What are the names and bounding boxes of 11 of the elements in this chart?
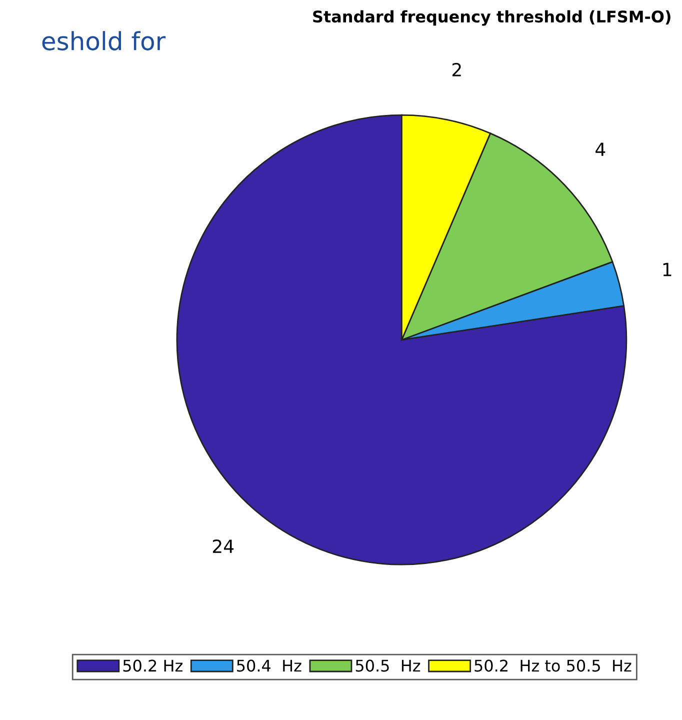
data-label: 1 bbox=[663, 262, 672, 276]
data-label: 2 bbox=[452, 62, 461, 76]
legend-label: 50.2 Hz bbox=[123, 660, 182, 672]
data-label: 4 bbox=[596, 142, 606, 156]
data-label: 24 bbox=[212, 539, 234, 553]
chart-title: Standard frequency threshold (LFSM-O) bbox=[313, 10, 670, 26]
legend-label: 50.5 Hz bbox=[356, 660, 420, 672]
pie-slice bbox=[176, 114, 628, 566]
text: eshold for bbox=[42, 31, 166, 50]
legend-label: 50.2 Hz to 50.5 Hz bbox=[474, 660, 632, 672]
legend-label: 50.4 Hz bbox=[237, 660, 302, 672]
